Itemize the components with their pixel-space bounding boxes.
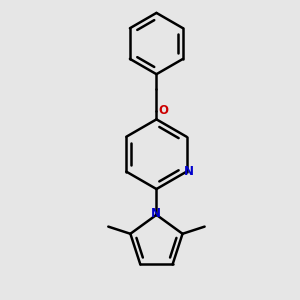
Text: N: N [184,165,194,178]
Text: N: N [151,207,161,220]
Text: O: O [158,104,169,117]
